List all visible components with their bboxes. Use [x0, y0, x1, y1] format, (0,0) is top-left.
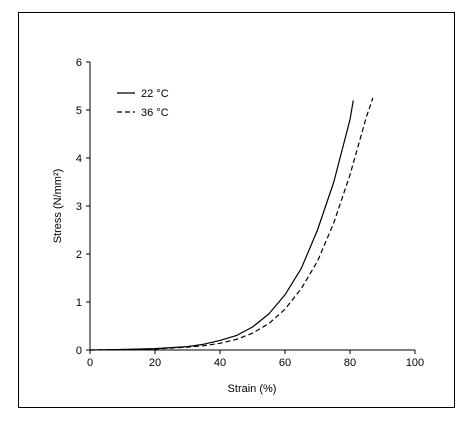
- x-tick-label: 60: [279, 357, 291, 369]
- x-tick-label: 0: [87, 357, 93, 369]
- x-tick-label: 100: [406, 357, 424, 369]
- y-tick-label: 0: [76, 345, 82, 357]
- x-tick-label: 20: [149, 357, 161, 369]
- x-axis-label: Strain (%): [228, 383, 277, 395]
- y-tick-label: 3: [76, 201, 82, 213]
- legend-label: 22 °C: [141, 88, 169, 100]
- legend-label: 36 °C: [141, 107, 169, 119]
- y-tick-label: 2: [76, 249, 82, 261]
- y-ticks: 0 1 2 3 4 5 6: [76, 57, 90, 357]
- series-layer: [89, 97, 374, 351]
- series-line-solid: [89, 100, 354, 351]
- x-ticks: 0 20 40 60 80 100: [87, 350, 424, 369]
- series-line-dashed: [89, 97, 374, 351]
- y-tick-label: 4: [76, 153, 82, 165]
- y-tick-label: 5: [76, 105, 82, 117]
- x-tick-label: 80: [344, 357, 356, 369]
- axes: [89, 62, 415, 351]
- y-tick-label: 6: [76, 57, 82, 69]
- legend: 22 °C 36 °C: [117, 88, 169, 119]
- y-tick-label: 1: [76, 297, 82, 309]
- x-tick-label: 40: [214, 357, 226, 369]
- y-axis-label: Stress (N/mm²): [52, 169, 64, 244]
- figure-frame: [18, 12, 455, 408]
